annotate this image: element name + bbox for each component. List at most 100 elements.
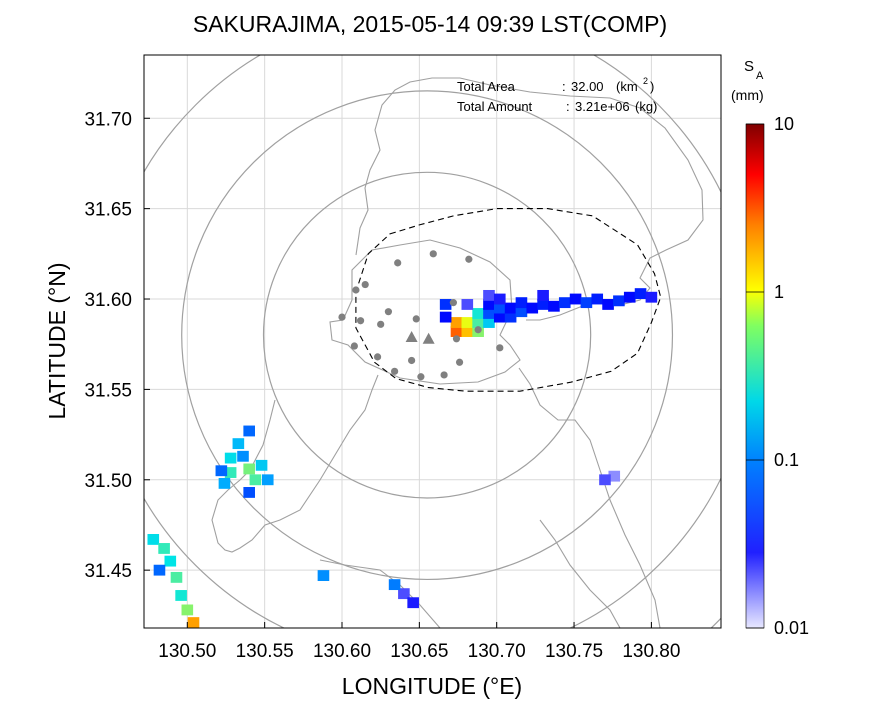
total-amount-colon: :	[566, 99, 570, 114]
total-area-value: 32.00	[571, 79, 604, 94]
deposit-cell	[243, 463, 255, 475]
colorbar: S A (mm) 10 1 0.1 0.01	[731, 58, 809, 638]
deposit-cell	[450, 317, 463, 328]
deposit-cell	[170, 571, 183, 583]
deposit-cell	[181, 604, 194, 616]
deposit-cell	[153, 564, 166, 576]
deposit-cell	[175, 590, 187, 601]
deposit-cell	[224, 467, 237, 478]
station-markers	[338, 250, 504, 381]
colorbar-tick-label: 10	[774, 114, 794, 134]
deposit-cell	[537, 289, 549, 301]
station-marker	[350, 342, 358, 350]
station-marker	[496, 344, 504, 352]
range-ring	[710, 617, 721, 628]
x-tick-label: 130.60	[313, 641, 371, 662]
station-marker	[361, 280, 369, 289]
y-axis-ticks: 31.45 31.50 31.55 31.60 31.65 31.70	[84, 109, 150, 582]
colorbar-tick-label: 0.01	[774, 618, 809, 638]
total-area-unit-exponent: 2	[643, 76, 648, 86]
deposit-cell	[398, 588, 410, 600]
total-amount-unit: (kg)	[635, 99, 657, 114]
station-marker	[429, 250, 437, 258]
colorbar-unit: (mm)	[731, 87, 764, 103]
deposit-cell	[526, 302, 539, 314]
coastline-north	[355, 77, 704, 321]
station-marker	[452, 335, 461, 343]
deposit-cell	[599, 474, 611, 486]
station-marker	[474, 326, 482, 334]
coastline	[211, 77, 704, 628]
deposit-cell	[558, 297, 571, 309]
colorbar-tick-label: 1	[774, 282, 784, 302]
total-area-unit-close: )	[650, 79, 654, 94]
deposit-cell	[493, 293, 506, 305]
deposit-cell	[224, 452, 237, 464]
deposit-cell	[493, 311, 506, 323]
station-marker	[391, 367, 399, 375]
station-marker	[373, 353, 382, 361]
deposit-cell	[483, 317, 495, 328]
deposit-cell	[439, 299, 452, 310]
total-area-colon: :	[562, 79, 566, 94]
x-tick-label: 130.75	[545, 641, 603, 662]
x-tick-label: 130.70	[468, 641, 526, 662]
station-marker	[352, 286, 360, 294]
deposit-cell	[548, 300, 560, 312]
total-area-unit: (km	[616, 79, 638, 94]
vent-marker	[405, 330, 418, 342]
coastline-sakurajima	[329, 239, 521, 385]
range-rings	[144, 55, 721, 628]
colorbar-gradient	[745, 123, 765, 629]
deposit-cell	[602, 299, 614, 310]
grid-lines	[144, 55, 721, 628]
y-tick-label: 31.50	[84, 471, 132, 492]
plume-outline	[355, 208, 662, 392]
deposit-cell	[461, 317, 474, 328]
x-tick-label: 130.65	[390, 641, 448, 662]
deposit-cell	[504, 302, 517, 314]
station-marker	[394, 259, 402, 267]
station-marker	[356, 317, 365, 325]
station-marker	[440, 371, 448, 379]
deposit-cell	[645, 291, 658, 303]
deposit-cell	[187, 617, 200, 628]
deposit-cell	[461, 326, 474, 337]
range-ring	[181, 90, 674, 581]
deposit-cell	[613, 295, 625, 307]
deposit-cell	[243, 487, 255, 498]
vent-markers	[405, 330, 435, 344]
x-tick-label: 130.80	[622, 641, 680, 662]
y-tick-label: 31.55	[84, 380, 132, 401]
deposit-cell	[483, 299, 495, 310]
station-marker	[417, 373, 425, 381]
coastline-southeast	[539, 519, 621, 628]
deposit-cell	[439, 311, 452, 323]
deposit-cell	[580, 297, 593, 309]
deposit-cell	[237, 450, 249, 462]
deposit-cell	[249, 474, 262, 486]
x-axis-label: LONGITUDE (°E)	[342, 673, 522, 699]
deposit-cell	[515, 297, 528, 309]
range-ring	[262, 171, 592, 499]
deposit-cell	[317, 570, 330, 582]
deposit-cell	[261, 474, 274, 486]
station-marker	[412, 315, 420, 323]
coastline-west	[211, 374, 379, 553]
y-tick-label: 31.65	[84, 200, 132, 221]
deposit-cell	[472, 317, 484, 328]
deposit-cell	[215, 465, 228, 477]
x-axis-ticks: 130.50 130.55 130.60 130.65 130.70 130.75 130.…	[158, 622, 680, 662]
vent-marker	[422, 332, 435, 344]
deposit-cell	[218, 477, 231, 489]
deposit-cell	[483, 289, 495, 301]
station-marker	[455, 358, 464, 366]
deposit-cell	[407, 597, 419, 609]
station-marker	[338, 313, 346, 321]
plot-content	[144, 55, 721, 628]
total-area-label: Total Area	[457, 79, 516, 94]
x-tick-label: 130.55	[236, 641, 294, 662]
deposit-cell	[164, 555, 177, 567]
station-marker	[377, 320, 385, 328]
